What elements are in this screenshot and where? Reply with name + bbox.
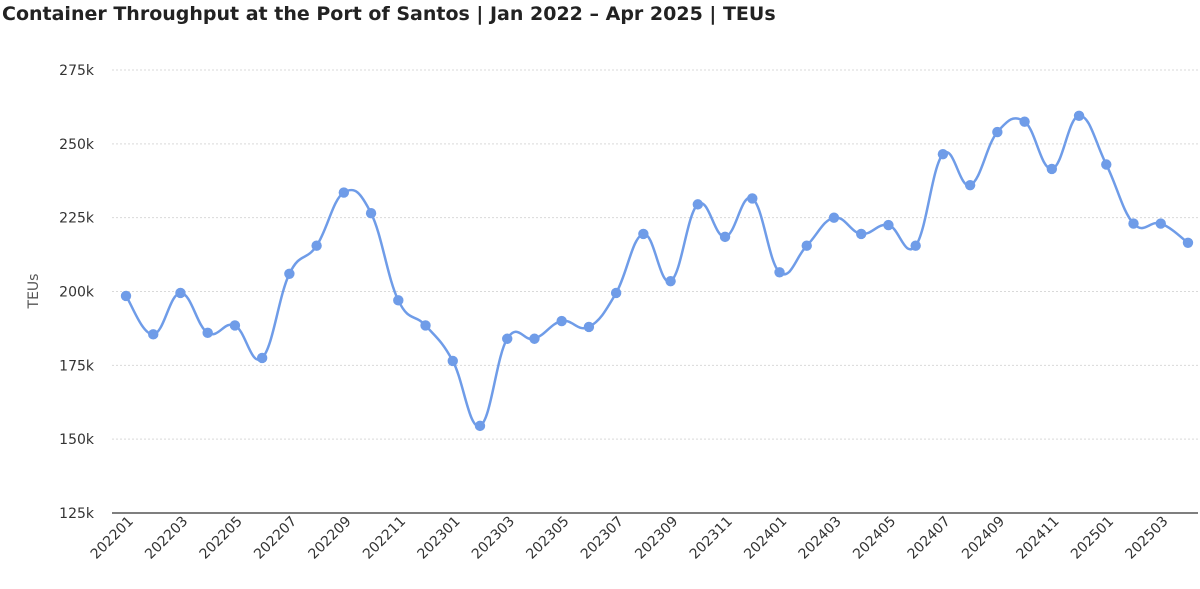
x-tick-label: 202207: [251, 514, 300, 563]
x-tick-label: 202303: [469, 514, 518, 563]
data-point-202403[interactable]: [828, 212, 840, 223]
chart-title: Container Throughput at the Port of Sant…: [2, 3, 776, 25]
x-tick-label: 202203: [142, 514, 191, 563]
y-tick-label: 275k: [59, 63, 95, 79]
y-tick-label: 200k: [59, 285, 95, 301]
data-point-202407[interactable]: [937, 148, 949, 160]
data-point-202312[interactable]: [747, 193, 758, 204]
data-point-202210[interactable]: [365, 208, 377, 219]
x-tick-label: 202403: [796, 514, 845, 563]
data-point-202401[interactable]: [774, 267, 785, 278]
x-tick-label: 202211: [360, 514, 409, 563]
data-point-202212[interactable]: [420, 320, 431, 331]
y-tick-label: 250k: [59, 137, 95, 153]
x-tick-label: 202401: [741, 514, 790, 563]
data-point-202202[interactable]: [148, 329, 159, 340]
data-point-202409[interactable]: [992, 126, 1003, 138]
y-tick-label: 125k: [59, 506, 95, 522]
data-point-202504[interactable]: [1182, 237, 1194, 248]
data-point-202203[interactable]: [175, 287, 186, 299]
x-tick-label: 202311: [687, 514, 736, 563]
data-point-202310[interactable]: [692, 199, 704, 210]
data-point-202209[interactable]: [338, 187, 350, 198]
x-tick-label: 202501: [1068, 514, 1117, 563]
data-point-202308[interactable]: [638, 228, 649, 240]
data-point-202201[interactable]: [120, 290, 132, 302]
series-line: [124, 114, 1189, 428]
x-tick-label: 202305: [523, 514, 572, 563]
data-point-202412[interactable]: [1073, 110, 1085, 121]
data-point-202501[interactable]: [1101, 159, 1112, 170]
x-tick-label: 202201: [88, 514, 137, 563]
grid-lines: [112, 69, 1198, 440]
x-tick-label: 202411: [1014, 514, 1063, 563]
y-tick-label: 225k: [59, 211, 95, 227]
data-point-202303[interactable]: [502, 333, 513, 344]
data-point-202306[interactable]: [583, 321, 595, 333]
plot-area: [120, 110, 1194, 432]
x-tick-label: 202405: [850, 514, 899, 563]
x-tick-label: 202409: [959, 514, 1008, 563]
data-point-202402[interactable]: [801, 240, 812, 251]
y-tick-label: 150k: [59, 432, 95, 448]
x-tick-label: 202307: [578, 514, 627, 563]
data-point-202205[interactable]: [229, 320, 241, 331]
data-point-202305[interactable]: [556, 315, 567, 327]
data-point-202304[interactable]: [529, 333, 540, 344]
data-point-202503[interactable]: [1155, 218, 1166, 229]
data-point-202302[interactable]: [474, 420, 486, 432]
data-point-202405[interactable]: [883, 219, 894, 231]
data-point-202211[interactable]: [393, 295, 404, 306]
data-point-202207[interactable]: [284, 268, 295, 279]
x-tick-label: 202503: [1122, 514, 1171, 563]
x-axis: 202201 202203 202205 202207 202209 202211 2023…: [88, 512, 1198, 563]
data-point-202208[interactable]: [311, 240, 322, 251]
data-point-202204[interactable]: [202, 327, 213, 339]
y-axis: 125k 150k 175k 200k 225k 250k 275k: [59, 63, 95, 522]
x-tick-label: 202301: [414, 514, 463, 563]
data-point-202301[interactable]: [447, 355, 458, 367]
data-point-202408[interactable]: [964, 179, 976, 191]
x-tick-label: 202209: [306, 514, 355, 563]
x-tick-label: 202407: [905, 514, 954, 563]
data-point-202206[interactable]: [256, 352, 268, 364]
data-point-202404[interactable]: [856, 228, 867, 240]
data-point-202406[interactable]: [910, 240, 921, 251]
data-point-202311[interactable]: [719, 231, 731, 243]
data-point-202502[interactable]: [1128, 218, 1139, 229]
data-point-202411[interactable]: [1046, 163, 1058, 175]
x-tick-label: 202205: [197, 514, 246, 563]
data-point-202309[interactable]: [665, 275, 676, 287]
y-axis-label: TEUs: [26, 274, 42, 310]
data-point-202307[interactable]: [610, 287, 622, 299]
data-point-202410[interactable]: [1019, 116, 1030, 127]
y-tick-label: 175k: [59, 358, 95, 374]
x-tick-label: 202309: [632, 514, 681, 563]
